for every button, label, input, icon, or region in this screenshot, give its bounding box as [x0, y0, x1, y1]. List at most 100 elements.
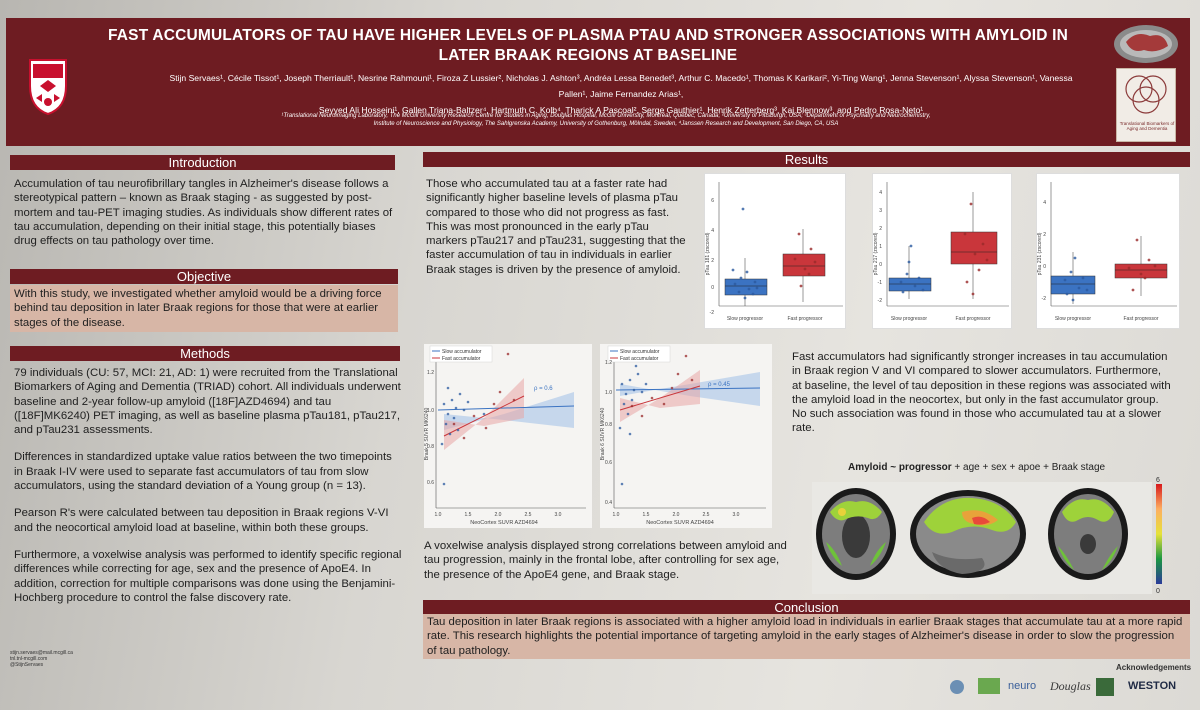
y-tick: 4	[1043, 200, 1046, 206]
brain-logo-icon	[1114, 25, 1178, 63]
triad-logo-text: Translational Biomarkers of Aging and De…	[1119, 121, 1175, 131]
axial-brain-slice	[816, 488, 896, 580]
x-tick: 2.5	[703, 512, 710, 518]
mcgill-crest-icon	[29, 59, 67, 116]
colorbar-max: 6	[1156, 477, 1160, 484]
model-formula-rest: + age + sex + apoe + Braak stage	[951, 462, 1106, 473]
legend-slow: Slow accumulator	[620, 349, 660, 355]
scatter-braak5-svg: Slow accumulator Fast accumulator ρ = 0.…	[424, 345, 586, 526]
y-tick: -2	[710, 310, 715, 316]
x-tick: Slow progressor	[727, 316, 763, 322]
y-tick: -2	[878, 298, 883, 304]
y-axis-label: pTau 181 (zscored)	[705, 232, 711, 275]
x-tick: 1.5	[643, 512, 650, 518]
objective-heading: Objective	[10, 269, 398, 284]
sagittal-brain-slice	[910, 490, 1026, 578]
fast-box	[950, 231, 998, 265]
y-tick: 0.6	[427, 480, 434, 486]
boxplot-ptau231-svg: 4 2 0 -2 pTau 231 (zscored) Slow progres…	[1037, 182, 1177, 322]
y-tick: 0.4	[605, 500, 612, 506]
contact-email: stijn.servaes@mail.mcgill.ca	[10, 650, 73, 656]
legend-box	[607, 345, 671, 363]
x-tick: Slow progressor	[1055, 316, 1091, 322]
y-axis-label: pTau 231 (zscored)	[1037, 232, 1043, 275]
x-axis-label: NeoCortex SUVR AZD4694	[470, 520, 538, 526]
brain-maps-svg: 6 0	[812, 477, 1162, 594]
objective-text: With this study, we investigated whether…	[10, 285, 398, 332]
boxplot-ptau217: 4 3 2 1 0 -1 -2 pTau 217 (zscored) Slow …	[872, 173, 1012, 329]
affiliations: ¹Translational Neuroimaging Laboratory, …	[281, 113, 931, 127]
acknowledgements-heading: Acknowledgements	[1116, 663, 1192, 672]
scatter-braak6: Slow accumulator Fast accumulator ρ = 0.…	[600, 344, 772, 528]
colorbar-min: 0	[1156, 588, 1160, 594]
contact-website: tnl.tnl-mcgill.com	[10, 656, 48, 662]
y-tick: 0	[711, 285, 714, 291]
author-list: Stijn Servaes¹, Cécile Tissot¹, Joseph T…	[156, 70, 1086, 118]
conclusion-heading: Conclusion	[423, 600, 1190, 615]
legend-slow: Slow accumulator	[442, 349, 482, 355]
voxelwise-panel: Amyloid ~ progressor + age + sex + apoe …	[812, 462, 1172, 594]
fast-box	[782, 253, 826, 277]
y-tick: 4	[711, 228, 714, 234]
x-tick: 3.0	[555, 512, 562, 518]
methods-heading: Methods	[10, 346, 400, 361]
y-tick: 1.2	[605, 360, 612, 366]
methods-paragraph-3: Pearson R's were calculated between tau …	[14, 507, 389, 534]
results-text-2: Fast accumulators had significantly stro…	[792, 351, 1171, 435]
sponsor-logo-neuro: neuro	[1008, 680, 1037, 692]
x-tick: 1.0	[435, 512, 442, 518]
y-tick: 3	[879, 208, 882, 214]
rho-label: ρ = 0.45	[708, 382, 731, 388]
methods-paragraph-1: 79 individuals (CU: 57, MCI: 21, AD: 1) …	[14, 367, 401, 437]
slow-box	[888, 277, 932, 292]
contact-info: stijn.servaes@mail.mcgill.ca tnl.tnl-mcg…	[10, 650, 170, 668]
y-tick: 0	[1043, 264, 1046, 270]
y-tick: 1.2	[427, 370, 434, 376]
x-tick: Fast progressor	[1123, 316, 1158, 322]
boxplot-ptau231: 4 2 0 -2 pTau 231 (zscored) Slow progres…	[1036, 173, 1180, 329]
model-formula-bold: Amyloid ~ progressor	[848, 462, 952, 473]
y-tick: 2	[711, 258, 714, 264]
y-tick: 1	[879, 244, 882, 250]
legend-fast: Fast accumulator	[620, 356, 659, 362]
methods-text: 79 individuals (CU: 57, MCI: 21, AD: 1) …	[14, 366, 402, 605]
slow-box	[724, 278, 768, 296]
scatter-braak5: Slow accumulator Fast accumulator ρ = 0.…	[424, 344, 592, 528]
x-axis-label: NeoCortex SUVR AZD4694	[646, 520, 714, 526]
slow-box	[1050, 275, 1096, 295]
y-tick: 1.0	[605, 390, 612, 396]
x-tick: 2.0	[495, 512, 502, 518]
model-formula: Amyloid ~ progressor + age + sex + apoe …	[848, 462, 1105, 473]
sponsor-logo-icon-3	[1096, 678, 1114, 696]
colorbar	[1156, 484, 1162, 584]
y-tick: 0.6	[605, 460, 612, 466]
sponsor-logo-icon-1	[950, 680, 964, 694]
coronal-brain-slice	[1048, 488, 1128, 580]
sponsor-logo-weston: WESTON	[1128, 680, 1177, 692]
scatter-braak6-svg: Slow accumulator Fast accumulator ρ = 0.…	[600, 345, 766, 526]
x-tick: 3.0	[733, 512, 740, 518]
y-tick: 0	[879, 262, 882, 268]
x-tick: 2.5	[525, 512, 532, 518]
contact-twitter: @StijnServaes	[10, 662, 44, 668]
x-tick: Slow progressor	[891, 316, 927, 322]
sponsor-logo-douglas: Douglas	[1050, 679, 1091, 693]
methods-paragraph-2: Differences in standardized uptake value…	[14, 451, 392, 493]
y-tick: 4	[879, 190, 882, 196]
boxplot-ptau181: 6 4 2 0 -2 pTau 181 (zscored) Slow progr…	[704, 173, 846, 329]
conclusion-text: Tau deposition in later Braak regions is…	[423, 614, 1190, 659]
poster-title: FAST ACCUMULATORS OF TAU HAVE HIGHER LEV…	[98, 26, 1078, 66]
y-tick: 0.8	[427, 444, 434, 450]
triad-rings-icon	[1125, 75, 1167, 114]
authors-line-2: Seyyed Ali Hosseini¹, Gallen Triana-Balt…	[318, 105, 924, 115]
poster-header: FAST ACCUMULATORS OF TAU HAVE HIGHER LEV…	[6, 18, 1190, 146]
results-heading: Results	[423, 152, 1190, 167]
y-axis-label: Braak 5 SUVR MK6240	[424, 408, 430, 461]
x-tick: 1.0	[613, 512, 620, 518]
fast-box	[1114, 263, 1168, 279]
y-tick: 2	[1043, 232, 1046, 238]
y-tick: -2	[1042, 296, 1047, 302]
y-tick: -1	[878, 280, 883, 286]
y-tick: 0.8	[605, 422, 612, 428]
